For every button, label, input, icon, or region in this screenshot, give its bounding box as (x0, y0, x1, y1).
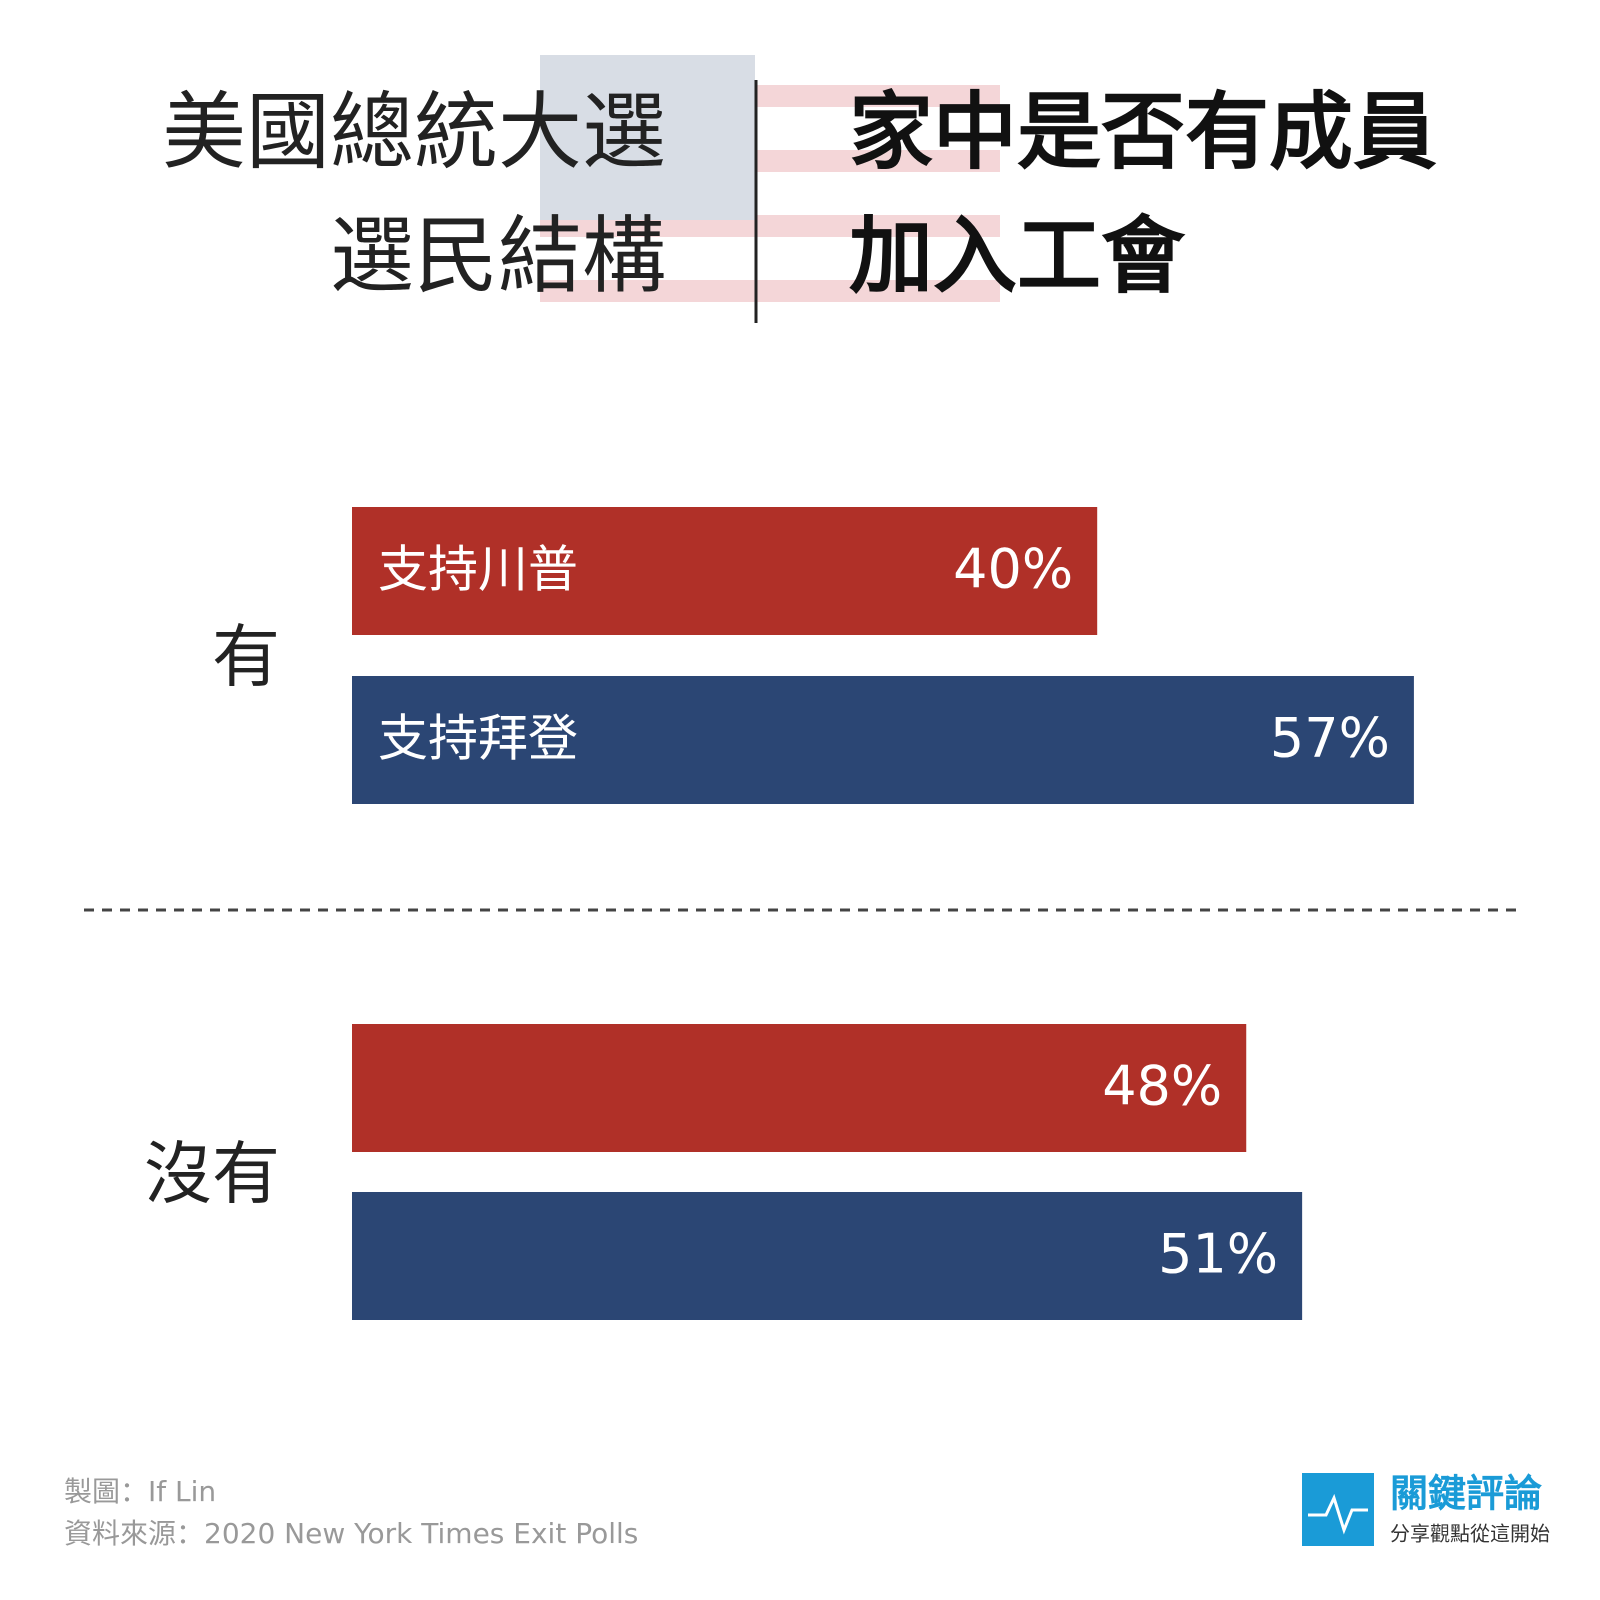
logo-slogan: 分享觀點從這開始 (1390, 1522, 1550, 1546)
bar (352, 507, 1098, 635)
legend-label: 支持拜登 (378, 710, 578, 768)
title-right: 加入工會 (849, 207, 1186, 305)
category-label: 有 (212, 619, 280, 698)
credit: 製圖：If Lin (64, 1475, 216, 1508)
value-label: 57% (1270, 707, 1390, 770)
logo-name: 關鍵評論 (1390, 1472, 1542, 1516)
value-label: 48% (1102, 1055, 1222, 1118)
title-left: 選民結構 (330, 207, 666, 305)
legend-label: 支持川普 (378, 541, 578, 599)
value-label: 40% (953, 538, 1073, 601)
bar (352, 676, 1414, 804)
value-label: 51% (1158, 1223, 1278, 1286)
bar (352, 1192, 1303, 1320)
title-right: 家中是否有成員 (849, 83, 1437, 181)
title-left: 美國總統大選 (162, 83, 666, 181)
flag-background (540, 55, 1000, 355)
bar (352, 1024, 1247, 1152)
source: 資料來源：2020 New York Times Exit Polls (64, 1517, 638, 1550)
category-label: 沒有 (144, 1136, 280, 1215)
logo-icon-line (1308, 1493, 1368, 1535)
